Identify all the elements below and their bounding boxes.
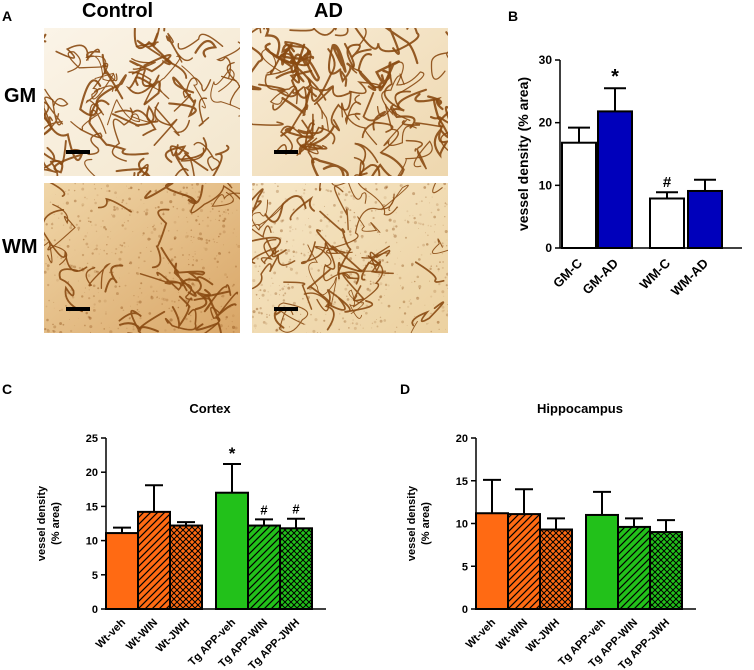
y-tick-label: 5: [92, 570, 98, 582]
bar-tg-app-veh: [215, 491, 249, 610]
bar-tg-app-win: [617, 525, 651, 610]
bar-wt-win: [137, 510, 171, 610]
bar-wt-win: [507, 513, 541, 610]
y-tick-label: 0: [545, 241, 552, 255]
bar-wt-jwh: [169, 524, 203, 610]
x-tick-label: WM-AD: [668, 256, 711, 299]
y-tick-label: 25: [86, 433, 98, 445]
y-axis-label: (% area): [420, 502, 432, 545]
y-tick-label: 20: [456, 433, 468, 445]
bar-wm-c: [649, 197, 685, 249]
significance-marker: *: [229, 444, 236, 463]
bar-tg-app-jwh: [279, 527, 313, 610]
bar-gm-ad: [597, 110, 633, 249]
column-header-ad: AD: [314, 0, 343, 22]
significance-marker: #: [260, 502, 268, 517]
x-tick-label: GM-AD: [579, 256, 621, 298]
significance-marker: #: [663, 174, 672, 191]
bar-tg-app-win: [247, 524, 281, 610]
row-header-gm: GM: [4, 85, 37, 107]
y-axis-label: vessel density: [36, 485, 48, 561]
micrograph-gm-ad: [252, 28, 448, 176]
significance-marker: *: [611, 66, 619, 88]
bar-wm-ad: [687, 189, 723, 249]
y-tick-label: 15: [86, 501, 98, 513]
x-tick-label: Wt-JWH: [524, 617, 562, 655]
bar-gm-c: [561, 141, 597, 249]
y-tick-label: 15: [456, 476, 468, 488]
y-tick-label: 20: [86, 467, 98, 479]
micrograph-wm-control: [44, 183, 240, 333]
y-tick-label: 5: [462, 561, 468, 573]
x-tick-label: Wt-veh: [464, 616, 499, 651]
panel-letter-c: C: [2, 381, 13, 397]
bar-wt-jwh: [539, 528, 573, 610]
y-tick-label: 10: [539, 178, 553, 192]
panel-letter-a: A: [2, 8, 13, 24]
y-axis-label: vessel density: [406, 485, 418, 561]
micrograph-wm-ad: [252, 183, 448, 333]
chart-title: Cortex: [189, 401, 231, 416]
bar-tg-app-veh: [585, 513, 619, 610]
micrograph-gm-control: [44, 28, 240, 176]
panel-letter-b: B: [508, 8, 519, 24]
column-header-control: Control: [82, 0, 154, 22]
y-tick-label: 10: [456, 519, 468, 531]
y-tick-label: 30: [539, 53, 553, 67]
y-tick-label: 20: [539, 116, 553, 130]
chart-c-cortex: Cortex 0 5 10 15 20 25 vessel density (% area) Wt…: [36, 401, 326, 670]
significance-marker: #: [292, 502, 300, 517]
y-tick-label: 0: [92, 604, 98, 616]
x-tick-label: Wt-JWH: [154, 617, 192, 655]
chart-title: Hippocampus: [537, 401, 623, 416]
x-tick-label: Wt-veh: [94, 616, 129, 651]
y-axis-label: vessel density (% area): [515, 77, 531, 231]
y-axis-label: (% area): [50, 502, 62, 545]
row-header-wm: WM: [2, 236, 38, 258]
x-tick-label: WM-C: [636, 255, 673, 292]
bar-tg-app-jwh: [649, 531, 683, 610]
y-tick-label: 0: [462, 604, 468, 616]
chart-d-hippocampus: Hippocampus 0 5 10 15 20 vessel density (% area…: [406, 401, 696, 670]
y-tick-label: 10: [86, 536, 98, 548]
panel-letter-d: D: [400, 381, 411, 397]
bar-wt-veh: [475, 512, 509, 610]
bar-wt-veh: [105, 532, 139, 611]
